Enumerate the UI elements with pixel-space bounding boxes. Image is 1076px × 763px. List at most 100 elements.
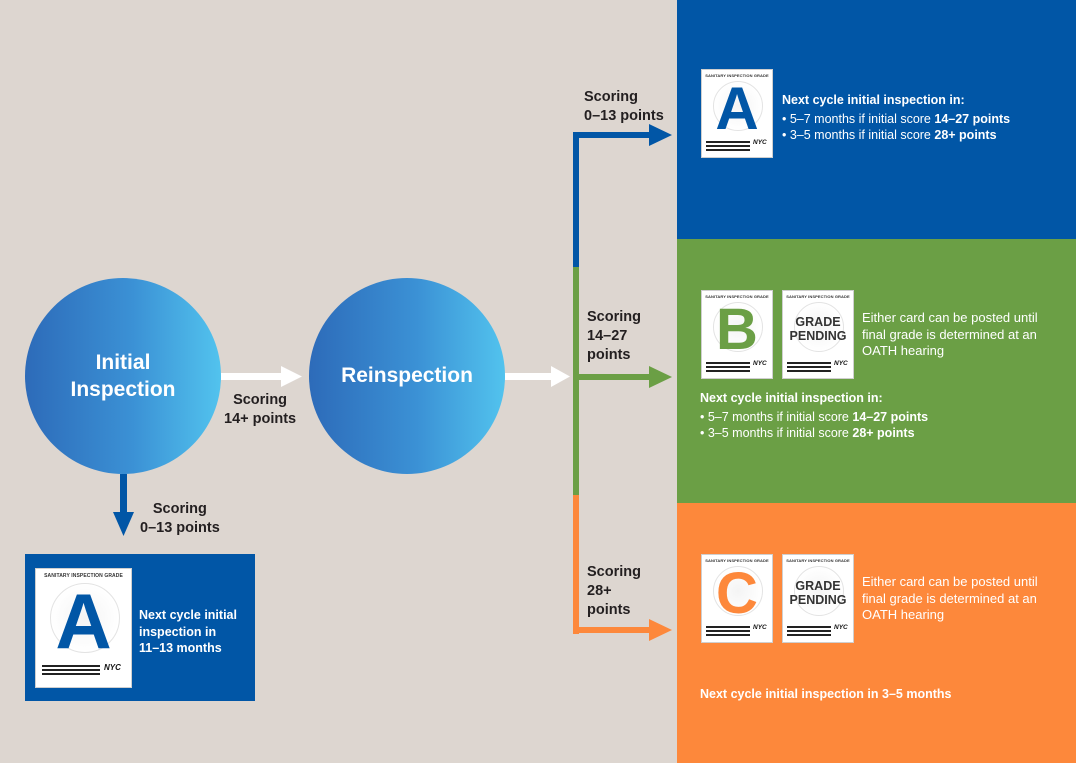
bullet-prefix: • 5–7 months if initial score (700, 410, 853, 424)
edge-label-line1: Scoring (587, 564, 641, 580)
nyc-logo: NYC (834, 360, 848, 367)
grade-a-card: SANITARY INSPECTION GRADE A NYC (701, 69, 773, 158)
text-line2: inspection in (139, 624, 217, 639)
edge-label-initial-down: Scoring 0–13 points (140, 500, 220, 538)
branch-b-either-text: Either card can be posted until final gr… (862, 310, 1038, 360)
text-line3: 11–13 months (139, 641, 222, 655)
either-line1: Either card can be posted until (862, 574, 1038, 589)
edge-label-branch-a: Scoring 0–13 points (584, 88, 664, 126)
pending-line2: PENDING (789, 329, 847, 343)
branch-b-title: Next cycle initial inspection in: (700, 391, 883, 405)
card-lines (42, 665, 100, 677)
either-line3: OATH hearing (862, 607, 945, 622)
edge-label-line2: 14–27 (587, 328, 628, 344)
card-lines (706, 362, 750, 374)
nyc-logo: NYC (834, 624, 848, 631)
edge-label-line2: 0–13 points (140, 520, 220, 536)
edge-label-line3: points (587, 347, 631, 363)
card-lines (787, 362, 831, 374)
bullet-prefix: • 3–5 months if initial score (782, 128, 935, 142)
pending-line2: PENDING (789, 593, 847, 607)
seal-icon (713, 302, 763, 352)
branch-b-line (573, 267, 579, 495)
bullet-bold: 28+ points (852, 426, 915, 440)
branch-a-text: Next cycle initial inspection in: • 5–7 … (782, 92, 1010, 143)
initial-inspection-node: Initial Inspection (25, 278, 221, 474)
card-lines (787, 626, 831, 638)
edge-label-line2: 14+ points (224, 411, 297, 427)
branch-c-line (573, 495, 579, 634)
grade-a-card: SANITARY INSPECTION GRADE A NYC (35, 568, 132, 688)
bullet-prefix: • 3–5 months if initial score (700, 426, 853, 440)
branch-c-either-text: Either card can be posted until final gr… (862, 574, 1038, 624)
edge-label-line3: points (587, 602, 631, 618)
bullet-bold: 14–27 points (934, 112, 1011, 126)
branch-a-bullet-1: • 5–7 months if initial score 14–27 poin… (782, 111, 1010, 127)
either-line3: OATH hearing (862, 343, 945, 358)
edge-label-line2: 0–13 points (584, 108, 664, 124)
edge-label-line1: Scoring (233, 392, 288, 408)
grade-b-card: SANITARY INSPECTION GRADE B NYC (701, 290, 773, 379)
seal-icon (713, 81, 763, 131)
branch-b-bullet-2: • 3–5 months if initial score 28+ points (700, 425, 928, 441)
grade-letter: B (716, 297, 758, 362)
text-line1: Next cycle initial (139, 608, 237, 622)
branch-a-title: Next cycle initial inspection in: (782, 93, 965, 107)
pending-line1: GRADE (795, 579, 841, 593)
either-line1: Either card can be posted until (862, 310, 1038, 325)
arrow-reinspection-to-branches (505, 366, 570, 387)
card-header: SANITARY INSPECTION GRADE (786, 294, 850, 299)
edge-label-line1: Scoring (584, 89, 638, 105)
initial-inspection-line2: Inspection (70, 378, 176, 401)
card-header: SANITARY INSPECTION GRADE (786, 558, 850, 563)
seal-icon (794, 566, 844, 616)
nyc-logo: NYC (753, 360, 767, 367)
seal-icon (50, 583, 120, 653)
card-lines (706, 626, 750, 638)
card-header: SANITARY INSPECTION GRADE (705, 73, 769, 78)
grade-pending-card: SANITARY INSPECTION GRADE GRADE PENDING … (782, 290, 854, 379)
edge-label-line1: Scoring (152, 501, 207, 517)
branch-c-arrow (573, 619, 672, 641)
card-header: SANITARY INSPECTION GRADE (705, 294, 769, 299)
bullet-prefix: • 5–7 months if initial score (782, 112, 935, 126)
nyc-logo: NYC (753, 139, 767, 146)
edge-label-line1: Scoring (587, 309, 641, 325)
card-header: SANITARY INSPECTION GRADE (705, 558, 769, 563)
grade-pending-card: SANITARY INSPECTION GRADE GRADE PENDING … (782, 554, 854, 643)
edge-label-branch-b: Scoring 14–27 points (587, 308, 641, 365)
either-line2: final grade is determined at an (862, 326, 1037, 342)
branch-b-text: Next cycle initial inspection in: • 5–7 … (700, 390, 928, 441)
nyc-logo: NYC (104, 663, 121, 672)
arrow-initial-to-reinspection (221, 366, 302, 387)
branch-a-bullet-2: • 3–5 months if initial score 28+ points (782, 127, 1010, 143)
bullet-bold: 14–27 points (852, 410, 929, 424)
reinspection-node: Reinspection (309, 278, 505, 474)
grade-c-card: SANITARY INSPECTION GRADE C NYC (701, 554, 773, 643)
arrow-initial-down (113, 474, 134, 536)
grade-letter: A (715, 75, 759, 142)
bullet-bold: 28+ points (934, 128, 997, 142)
branch-b-arrow (576, 366, 672, 388)
branch-a-line (573, 133, 579, 267)
branch-b-bullet-1: • 5–7 months if initial score 14–27 poin… (700, 409, 928, 425)
branch-c-next-text: Next cycle initial inspection in 3–5 mon… (700, 687, 952, 701)
edge-label-line2: 28+ (587, 583, 612, 599)
card-header: SANITARY INSPECTION GRADE (44, 573, 123, 579)
card-lines (706, 141, 750, 153)
either-line2: final grade is determined at an (862, 590, 1037, 606)
nyc-logo: NYC (753, 624, 767, 631)
pending-line1: GRADE (795, 315, 841, 329)
initial-inspection-line1: Initial (95, 351, 151, 374)
grade-letter: A (55, 577, 112, 665)
edge-label-branch-c: Scoring 28+ points (587, 563, 641, 620)
initial-result-box: SANITARY INSPECTION GRADE A NYC Next cyc… (25, 554, 255, 701)
edge-label-initial-to-reinspection: Scoring 14+ points (224, 391, 296, 429)
seal-icon (794, 302, 844, 352)
pending-text: GRADE PENDING (783, 315, 853, 343)
branch-a-arrow (573, 124, 672, 146)
seal-icon (713, 566, 763, 616)
initial-result-text: Next cycle initial inspection in 11–13 m… (139, 607, 237, 657)
pending-text: GRADE PENDING (783, 579, 853, 607)
